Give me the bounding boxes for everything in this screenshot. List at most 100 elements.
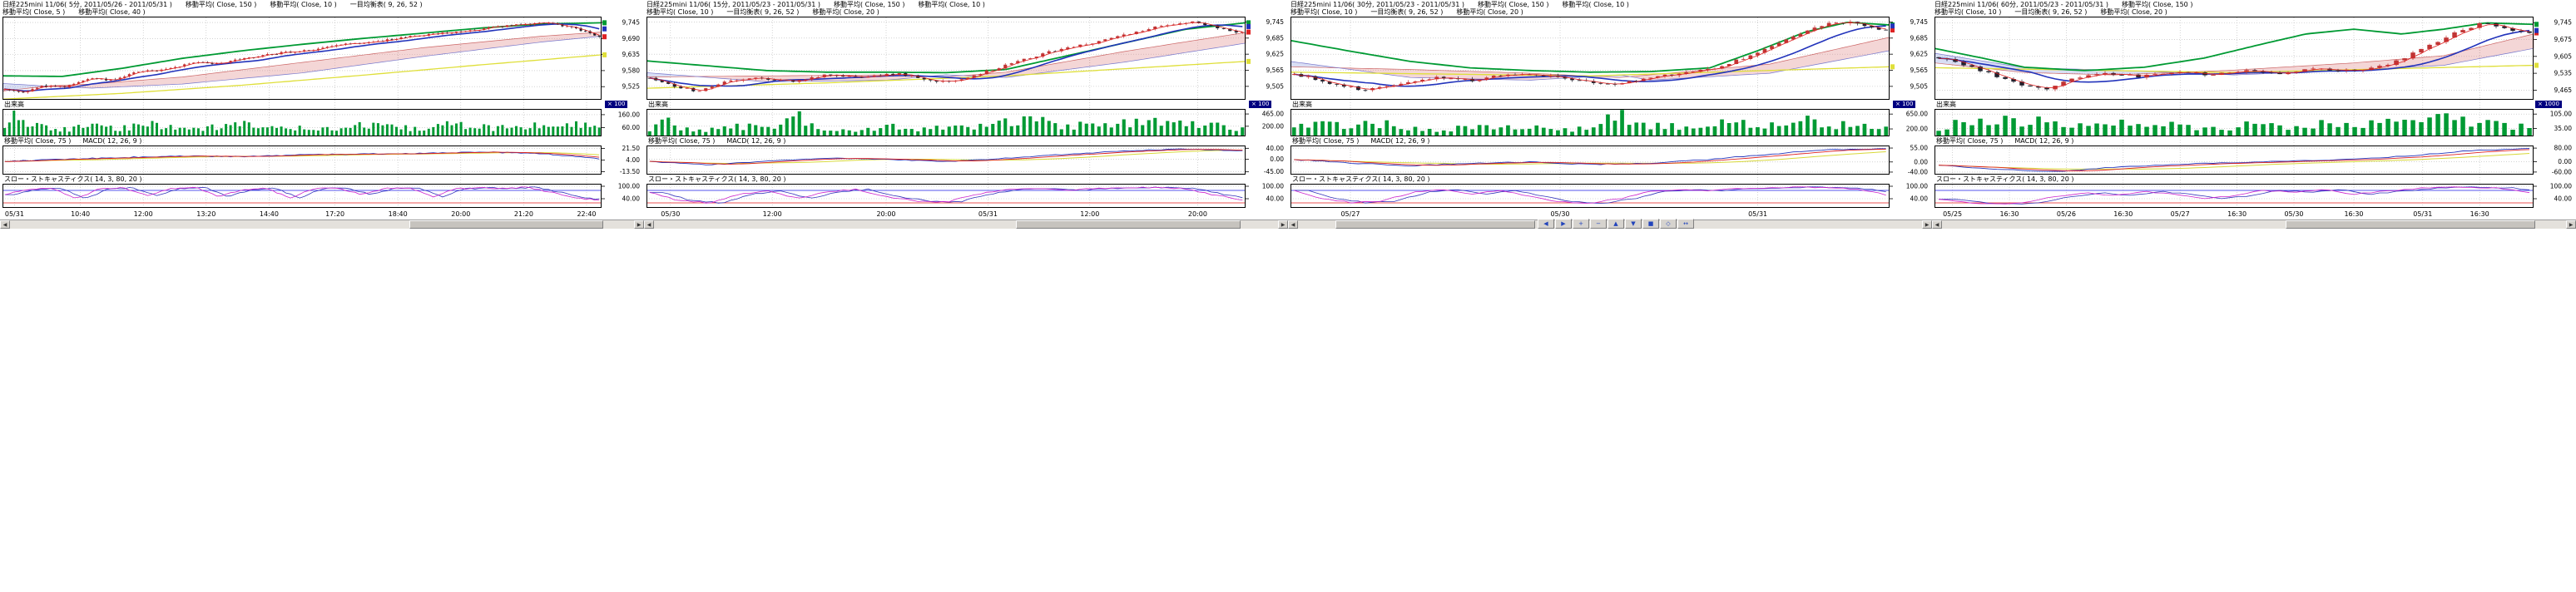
svg-text:-13.50: -13.50	[620, 168, 640, 175]
svg-text:9,625: 9,625	[1266, 51, 1285, 58]
chart-area[interactable]: 05/25 16:30 05/26 16:30 05/27 16:30 05/30 16:30…	[1932, 17, 2576, 218]
h-scrollbar[interactable]: ◀ ▶	[1932, 220, 2576, 229]
h-scrollbar[interactable]: ◀ ▶	[644, 220, 1288, 229]
chart-title-line: 日経225mini 11/06( 30分, 2011/05/23 - 2011/…	[1290, 1, 1629, 8]
svg-text:160.00: 160.00	[618, 111, 640, 118]
chart-indicator-line: 移動平均( Close, 5 ) 移動平均( Close, 40 )	[2, 8, 146, 16]
svg-text:0.00: 0.00	[1914, 158, 1928, 165]
svg-text:200.00: 200.00	[1262, 122, 1284, 130]
svg-text:05/25: 05/25	[1943, 210, 1962, 218]
chart-title-line: 日経225mini 11/06( 5分, 2011/05/26 - 2011/0…	[2, 1, 423, 8]
volume-pane-label: 出来高	[1936, 101, 1956, 108]
scroll-left-arrow-icon[interactable]: ◀	[0, 220, 10, 229]
scroll-track[interactable]	[654, 220, 1278, 229]
svg-text:40.00: 40.00	[1266, 195, 1285, 203]
chart-title-line: 日経225mini 11/06( 15分, 2011/05/23 - 2011/…	[646, 1, 985, 8]
svg-text:12:00: 12:00	[1080, 210, 1099, 218]
scroll-left-arrow-icon[interactable]: ◀	[1288, 220, 1298, 229]
chart-panel-30min: 日経225mini 11/06( 30分, 2011/05/23 - 2011/…	[1288, 0, 1932, 229]
ma75-label: 移動平均( Close, 75 )	[648, 137, 716, 145]
scroll-right-arrow-icon[interactable]: ▶	[2566, 220, 2576, 229]
chart-indicator-line: 移動平均( Close, 10 ) 一目均衡表( 9, 26, 52 ) 移動平…	[1934, 8, 2167, 16]
scroll-right-arrow-icon[interactable]: ▶	[634, 220, 644, 229]
scroll-right-arrow-icon[interactable]: ▶	[1278, 220, 1288, 229]
scroll-left-arrow-icon[interactable]: ◀	[1932, 220, 1942, 229]
tool-zoom-out-icon[interactable]: −	[1590, 219, 1607, 229]
svg-text:35.00: 35.00	[2554, 125, 2573, 132]
tool-crosshair-icon[interactable]: ◇	[1660, 219, 1677, 229]
svg-text:-45.00: -45.00	[1264, 168, 1284, 175]
svg-text:40.00: 40.00	[2554, 195, 2573, 203]
tool-fit-width-icon[interactable]: ↔	[1677, 219, 1694, 229]
chart-area[interactable]: 05/30 12:00 20:00 05/31 12:00 20:00 9,745 9,685…	[644, 17, 1288, 218]
svg-text:40.00: 40.00	[1910, 195, 1929, 203]
ma75-label: 移動平均( Close, 75 )	[4, 137, 72, 145]
svg-text:9,535: 9,535	[2554, 70, 2573, 77]
svg-text:22:40: 22:40	[577, 210, 596, 218]
chart-area[interactable]: 05/31 10:40 12:00 13:20 14:40 17:20 18:40 20:00…	[0, 17, 644, 218]
svg-text:16:30: 16:30	[2227, 210, 2247, 218]
chart-panel-60min: 日経225mini 11/06( 60分, 2011/05/23 - 2011/…	[1932, 0, 2576, 229]
chart-indicator-line: 移動平均( Close, 10 ) 一目均衡表( 9, 26, 52 ) 移動平…	[1290, 8, 1523, 16]
svg-text:100.00: 100.00	[1906, 183, 1928, 190]
svg-text:9,465: 9,465	[2554, 86, 2573, 94]
chart-indicator-line: 移動平均( Close, 10 ) 一目均衡表( 9, 26, 52 ) 移動平…	[646, 8, 879, 16]
svg-text:9,675: 9,675	[2554, 36, 2573, 43]
tool-pan-left-icon[interactable]: ◀	[1538, 219, 1554, 229]
svg-text:200.00: 200.00	[1906, 126, 1928, 133]
svg-text:9,505: 9,505	[1266, 82, 1285, 90]
h-scrollbar[interactable]: ◀ ▶	[0, 220, 644, 229]
svg-text:18:40: 18:40	[389, 210, 408, 218]
svg-text:9,525: 9,525	[622, 83, 641, 91]
scroll-track[interactable]	[10, 220, 634, 229]
scroll-track[interactable]	[1942, 220, 2566, 229]
svg-text:9,625: 9,625	[1910, 51, 1929, 58]
svg-text:05/26: 05/26	[2057, 210, 2076, 218]
scroll-thumb[interactable]	[1335, 220, 1535, 229]
volume-pane-label: 出来高	[648, 101, 668, 108]
scroll-thumb[interactable]	[2285, 220, 2535, 229]
volume-unit-badge: × 100	[1893, 101, 1916, 108]
svg-text:13:20: 13:20	[196, 210, 215, 218]
stochastics-label: スロー・ストキャスティクス( 14, 3, 80, 20 )	[4, 175, 142, 183]
chart-area[interactable]: 05/27 05/30 05/31 9,745 9,685 9,625 9,565 9,505…	[1288, 17, 1932, 218]
svg-text:9,745: 9,745	[1266, 18, 1285, 26]
volume-unit-badge: × 1000	[2535, 101, 2562, 108]
svg-text:05/27: 05/27	[2171, 210, 2190, 218]
volume-pane-label: 出来高	[1292, 101, 1312, 108]
svg-text:12:00: 12:00	[134, 210, 153, 218]
svg-text:9,685: 9,685	[1266, 34, 1285, 42]
scroll-left-arrow-icon[interactable]: ◀	[644, 220, 654, 229]
macd-label: MACD( 12, 26, 9 )	[82, 137, 142, 145]
tool-scale-down-icon[interactable]: ▼	[1625, 219, 1642, 229]
svg-text:650.00: 650.00	[1906, 111, 1928, 118]
macd-label: MACD( 12, 26, 9 )	[2014, 137, 2074, 145]
macd-pane-labels: 移動平均( Close, 75 ) MACD( 12, 26, 9 )	[1292, 137, 1429, 146]
svg-text:9,745: 9,745	[2554, 19, 2573, 27]
volume-unit-badge: × 100	[605, 101, 628, 108]
tool-pan-right-icon[interactable]: ▶	[1555, 219, 1572, 229]
tool-grid-toggle-icon[interactable]: ■	[1642, 219, 1659, 229]
stochastics-label: スロー・ストキャスティクス( 14, 3, 80, 20 )	[1292, 175, 1430, 183]
scroll-thumb[interactable]	[409, 220, 603, 229]
svg-text:40.00: 40.00	[1266, 145, 1285, 152]
svg-text:05/31: 05/31	[978, 210, 998, 218]
svg-text:05/31: 05/31	[2413, 210, 2432, 218]
svg-text:9,685: 9,685	[1910, 34, 1929, 42]
svg-text:10:40: 10:40	[71, 210, 90, 218]
scroll-right-arrow-icon[interactable]: ▶	[1922, 220, 1932, 229]
svg-text:9,605: 9,605	[2554, 52, 2573, 60]
svg-text:20:00: 20:00	[451, 210, 470, 218]
svg-text:16:30: 16:30	[2344, 210, 2363, 218]
tool-scale-up-icon[interactable]: ▲	[1608, 219, 1624, 229]
svg-text:100.00: 100.00	[1262, 183, 1284, 190]
svg-text:05/30: 05/30	[2284, 210, 2303, 218]
ma75-label: 移動平均( Close, 75 )	[1292, 137, 1360, 145]
svg-text:-40.00: -40.00	[1908, 168, 1928, 175]
svg-text:12:00: 12:00	[763, 210, 782, 218]
scroll-thumb[interactable]	[1016, 220, 1241, 229]
tool-zoom-in-icon[interactable]: +	[1573, 219, 1589, 229]
svg-text:9,565: 9,565	[1910, 67, 1929, 74]
chart-title-line: 日経225mini 11/06( 60分, 2011/05/23 - 2011/…	[1934, 1, 2193, 8]
svg-text:05/31: 05/31	[5, 210, 24, 218]
